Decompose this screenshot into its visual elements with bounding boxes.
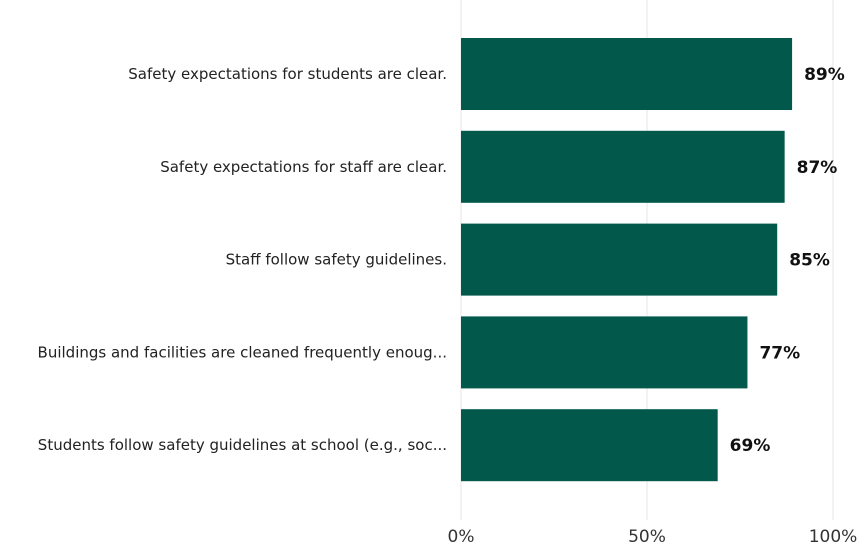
category-label: Staff follow safety guidelines. (226, 251, 447, 269)
value-label: 69% (730, 436, 771, 456)
category-label: Buildings and facilities are cleaned fre… (38, 343, 447, 361)
x-tick-label: 50% (628, 527, 666, 547)
x-axis-ticks: 0% 50% 100% (448, 527, 858, 547)
value-label: 89% (804, 65, 845, 85)
x-tick-label: 100% (809, 527, 858, 547)
bar (461, 130, 785, 203)
category-label: Safety expectations for staff are clear. (160, 158, 447, 176)
category-labels: Safety expectations for students are cle… (38, 65, 447, 454)
value-labels: 89% 87% 85% 77% 69% (730, 65, 845, 456)
bar (461, 223, 778, 296)
category-label: Students follow safety guidelines at sch… (38, 436, 447, 454)
value-label: 85% (789, 251, 830, 271)
bar (461, 38, 793, 110)
value-label: 87% (797, 158, 838, 178)
bar (461, 316, 748, 389)
x-tick-label: 0% (448, 527, 475, 547)
category-label: Safety expectations for students are cle… (128, 65, 447, 83)
bar (461, 409, 718, 482)
bars (461, 38, 793, 482)
value-label: 77% (759, 343, 800, 363)
